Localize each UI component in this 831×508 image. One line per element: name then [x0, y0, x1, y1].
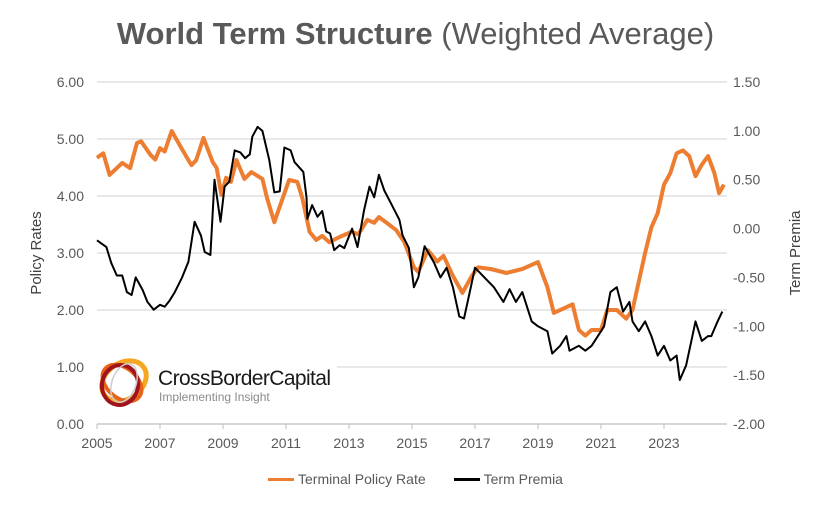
- y-right-tick-label: -0.50: [733, 269, 765, 285]
- y-right-tick-label: 0.00: [733, 221, 760, 237]
- chart-title: World Term Structure (Weighted Average): [0, 16, 831, 52]
- y-left-tick-label: 5.00: [57, 131, 84, 147]
- y-right-axis-label: Term Premia: [787, 210, 804, 296]
- x-tick-label: 2005: [81, 435, 112, 451]
- y-right-tick-label: -2.00: [733, 416, 765, 432]
- x-tick-label: 2011: [271, 435, 301, 451]
- y-left-tick-label: 4.00: [57, 188, 84, 204]
- legend-item-policy-rate: Terminal Policy Rate: [268, 471, 426, 487]
- y-right-tick-label: 0.50: [733, 172, 760, 188]
- legend-swatch: [268, 477, 295, 481]
- y-left-tick-label: 2.00: [57, 302, 84, 318]
- y-right-tick-label: 1.00: [733, 123, 760, 139]
- logo-tagline: Implementing Insight: [159, 390, 270, 404]
- x-tick-label: 2013: [333, 435, 364, 451]
- x-tick-label: 2021: [585, 435, 616, 451]
- logo-rings-icon: [99, 358, 149, 407]
- series-line-terminal-policy-rate: [95, 129, 726, 338]
- title-main: World Term Structure: [116, 16, 433, 51]
- x-tick-label: 2017: [459, 435, 490, 451]
- y-left-axis-label: Policy Rates: [28, 211, 45, 294]
- y-left-tick-label: 6.00: [57, 74, 84, 90]
- legend-label: Term Premia: [483, 471, 563, 487]
- y-right-tick-label: 1.50: [733, 74, 760, 90]
- y-left-tick-label: 3.00: [57, 245, 84, 261]
- x-tick-label: 2023: [648, 435, 679, 451]
- series-line-term-premia: [96, 125, 724, 381]
- x-tick-label: 2007: [144, 435, 175, 451]
- y-right-tick-label: -1.00: [733, 318, 765, 334]
- x-tick-label: 2009: [207, 435, 238, 451]
- crossborder-logo: CrossBorderCapital Implementing Insight: [92, 345, 337, 415]
- legend-label: Terminal Policy Rate: [298, 471, 426, 487]
- logo-name: CrossBorderCapital: [158, 367, 331, 390]
- y-left-tick-label: 0.00: [57, 416, 84, 432]
- y-left-tick-label: 1.00: [57, 359, 84, 375]
- title-sub: (Weighted Average): [441, 16, 715, 51]
- x-tick-label: 2015: [396, 435, 427, 451]
- x-tick-label: 2019: [522, 435, 553, 451]
- y-right-tick-label: -1.50: [733, 367, 765, 383]
- legend: Terminal Policy Rate Term Premia: [0, 471, 831, 487]
- legend-item-term-premia: Term Premia: [453, 471, 563, 487]
- legend-swatch: [453, 477, 480, 481]
